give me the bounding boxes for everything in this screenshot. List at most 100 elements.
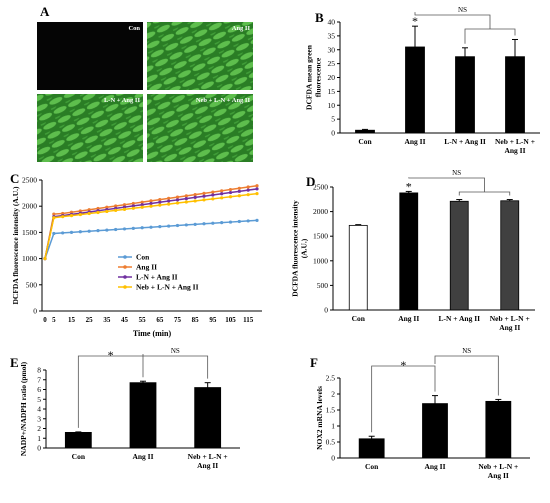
data-point [87,208,91,212]
y-tick-label: 2.5 [326,374,336,383]
y-tick-label: 2 [331,390,335,399]
data-point [175,195,180,199]
y-tick-label: 6 [37,385,41,394]
data-point [114,204,118,208]
panel-letter-a: A [40,4,50,19]
tile-label-con: Con [128,25,140,32]
data-point [175,223,180,228]
bar [422,403,448,459]
data-point [149,225,153,229]
data-point [211,193,215,197]
x-tick-label: Ang II [398,314,419,323]
x-tick-label: Ang II [424,462,445,471]
ns-label: NS [462,347,471,355]
data-point [69,230,74,234]
x-tick-label: Neb + L-N + [495,137,535,146]
x-tick-label: Con [358,137,372,146]
data-point [237,194,241,198]
significance-bracket [77,355,144,428]
y-tick-label: 5 [37,395,41,404]
data-point [158,225,162,229]
x-tick-label: 115 [243,316,254,324]
data-point [158,203,162,207]
x-tick-label: Con [72,452,86,461]
data-point [228,187,233,192]
data-point [140,205,144,209]
x-tick-label: 75 [174,316,182,324]
ns-bracket [408,177,485,192]
y-tick-label: 4 [37,405,41,414]
x-tick-label: Neb + L-N + [490,314,530,323]
y-tick-label: 7 [37,375,41,384]
bar [449,200,469,311]
chart-b: 0 5 10 15 20 25 30 35 40 DCFDA mean green fluoresc… [305,6,540,155]
x-tick-label: 85 [192,316,200,324]
data-point [228,195,233,199]
data-point [87,211,91,216]
significance-star: * [108,348,114,362]
x-tick-label: 105 [225,316,236,324]
tile-label-angii: Ang II [232,25,251,32]
data-point [52,231,56,236]
data-point [149,199,153,203]
y-tick-label: 500 [317,281,329,290]
data-point [202,198,206,202]
legend-label: Con [136,253,150,262]
panel-letter-f: F [310,355,318,370]
y-tick-label: 2 [37,424,41,433]
data-point [78,230,82,234]
y-axis-label: fluorescence [314,57,323,97]
x-tick-label: Neb + L-N + [188,452,228,461]
y-tick-label: 2500 [313,183,328,192]
data-point [220,192,224,196]
data-point [193,193,197,197]
bar [455,56,475,134]
x-tick-label: Con [352,314,366,323]
y-axis-label: NADP+/NADPH ratio (pmol) [19,361,28,456]
bar [485,400,512,459]
data-point [167,199,171,203]
y-tick-label: 0 [331,129,335,138]
data-point [193,195,197,200]
legend-label: L-N + Ang II [136,273,178,282]
data-point [246,193,250,197]
data-point [105,205,109,209]
legend-marker [123,275,127,279]
significance-bracket [371,365,436,433]
ns-bracket [458,191,511,196]
y-tick-label: 2500 [22,176,37,185]
y-tick-label: 1000 [22,254,37,263]
y-axis-label: NOX2 mRNA levels [315,386,324,450]
x-tick-label: Con [365,462,379,471]
x-tick-label: L-N + Ang II [444,137,486,146]
micrograph-tile-ln-angii [37,94,143,162]
bar [64,431,92,449]
x-tick-label: Ang II [499,323,520,332]
data-point [246,185,250,189]
y-tick-label: 40 [328,18,336,27]
panel-letter-c: C [10,171,19,186]
bar [194,387,222,449]
ns-bracket [142,354,209,379]
data-point [122,203,127,207]
data-point [220,189,224,193]
bar [399,192,419,311]
x-tick-label: 0 [43,316,47,324]
legend-label: Ang II [136,263,157,272]
data-point [255,192,259,196]
data-point [184,200,188,204]
data-point [105,228,109,232]
data-point [131,201,135,206]
data-point [140,226,144,230]
x-tick-label: 35 [103,316,111,324]
y-tick-label: 0 [37,444,41,453]
panel-letter-e: E [10,355,19,370]
data-point [61,215,65,219]
y-tick-label: 8 [37,366,41,375]
data-point [96,206,100,211]
y-tick-label: 0 [331,454,335,463]
x-tick-label: Ang II [404,137,425,146]
data-point [211,221,215,225]
